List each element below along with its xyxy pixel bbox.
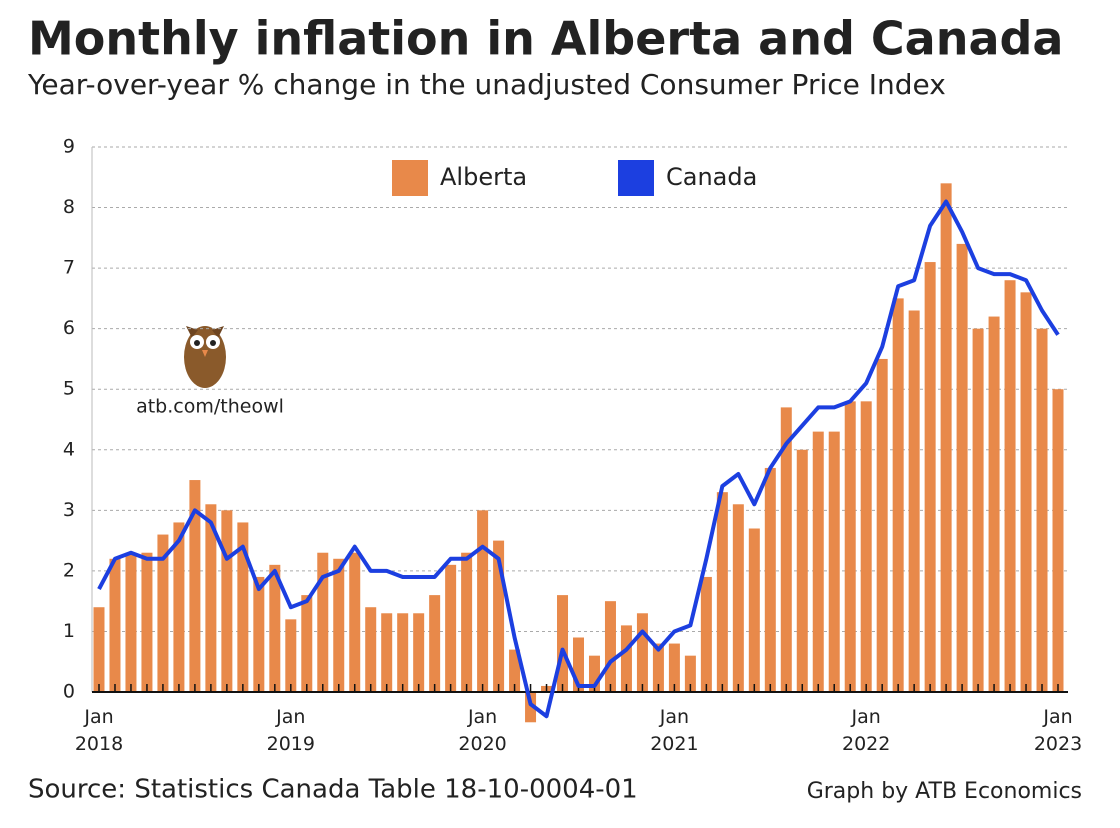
bar xyxy=(173,522,185,692)
bar xyxy=(413,613,425,692)
bar xyxy=(604,601,616,692)
bar xyxy=(892,298,904,692)
bar xyxy=(93,607,105,692)
source: Source: Statistics Canada Table 18-10-00… xyxy=(28,775,638,805)
bar xyxy=(876,358,888,692)
y-tick-label: 8 xyxy=(63,196,75,218)
bar xyxy=(109,558,121,692)
bar xyxy=(860,401,872,692)
chart-title: Monthly inflation in Alberta and Canada xyxy=(28,12,1063,66)
bar xyxy=(1036,328,1048,692)
bar xyxy=(764,467,776,692)
y-tick-label: 2 xyxy=(63,559,75,581)
bar xyxy=(748,528,760,692)
bar xyxy=(652,643,664,692)
bar xyxy=(189,480,201,692)
bar xyxy=(908,310,920,692)
x-tick-label: Jan 2023 xyxy=(1033,706,1083,755)
y-tick-label: 9 xyxy=(63,136,75,158)
line xyxy=(97,199,1060,719)
legend-swatch xyxy=(618,160,654,196)
bar xyxy=(429,595,441,692)
bar xyxy=(700,576,712,692)
bar xyxy=(1052,389,1064,692)
x-tick-label: Jan 2020 xyxy=(458,706,507,755)
bar xyxy=(157,534,169,692)
bar xyxy=(924,262,936,692)
bar xyxy=(972,328,984,692)
bar xyxy=(812,431,824,692)
bar xyxy=(557,595,569,692)
bar xyxy=(301,595,313,692)
bar xyxy=(269,564,281,692)
legend-label: Canada xyxy=(666,163,757,191)
bar xyxy=(317,552,329,692)
y-tick-label: 6 xyxy=(63,317,75,339)
bar xyxy=(940,183,952,693)
legend-label: Alberta xyxy=(440,163,527,191)
x-tick-label: Jan 2018 xyxy=(74,706,124,755)
bar xyxy=(844,401,856,692)
bar xyxy=(285,619,297,692)
bar xyxy=(732,504,744,692)
bar xyxy=(141,552,153,692)
bar xyxy=(716,492,728,692)
bar xyxy=(956,243,968,692)
bar xyxy=(237,522,249,692)
bar xyxy=(828,431,840,692)
bar xyxy=(397,613,409,692)
bar xyxy=(525,692,537,723)
y-tick-label: 1 xyxy=(63,620,75,642)
y-tick-label: 7 xyxy=(63,257,75,279)
bar xyxy=(125,552,137,692)
bar xyxy=(365,607,377,692)
watermark: atb.com/theowl xyxy=(136,396,284,418)
bar xyxy=(988,316,1000,692)
bar xyxy=(1004,280,1016,692)
bar xyxy=(684,655,696,692)
bar xyxy=(509,649,521,692)
legend-swatch xyxy=(392,160,428,196)
y-tick-label: 4 xyxy=(63,438,75,460)
bar xyxy=(780,407,792,692)
x-tick-label: Jan 2022 xyxy=(842,706,891,755)
bar xyxy=(205,504,217,692)
bar xyxy=(588,655,600,692)
y-tick-label: 0 xyxy=(63,681,75,703)
owl-icon xyxy=(184,326,226,388)
bar xyxy=(668,643,680,692)
bar xyxy=(221,510,233,692)
bar xyxy=(573,637,584,692)
bar xyxy=(253,576,265,692)
bar xyxy=(1020,292,1032,692)
bar xyxy=(796,449,808,692)
bar xyxy=(477,510,489,692)
bar xyxy=(333,558,345,692)
bar xyxy=(461,552,473,692)
bar xyxy=(620,625,632,692)
credit: Graph by ATB Economics xyxy=(807,779,1082,804)
bar xyxy=(445,564,457,692)
bar xyxy=(349,552,361,692)
bar xyxy=(493,540,505,692)
bar xyxy=(381,613,393,692)
y-tick-label: 3 xyxy=(63,499,75,521)
y-tick-label: 5 xyxy=(63,378,75,400)
chart-subtitle: Year-over-year % change in the unadjuste… xyxy=(27,68,946,101)
x-tick-label: Jan 2021 xyxy=(650,706,699,755)
bar xyxy=(636,613,648,692)
x-tick-label: Jan 2019 xyxy=(266,706,315,755)
